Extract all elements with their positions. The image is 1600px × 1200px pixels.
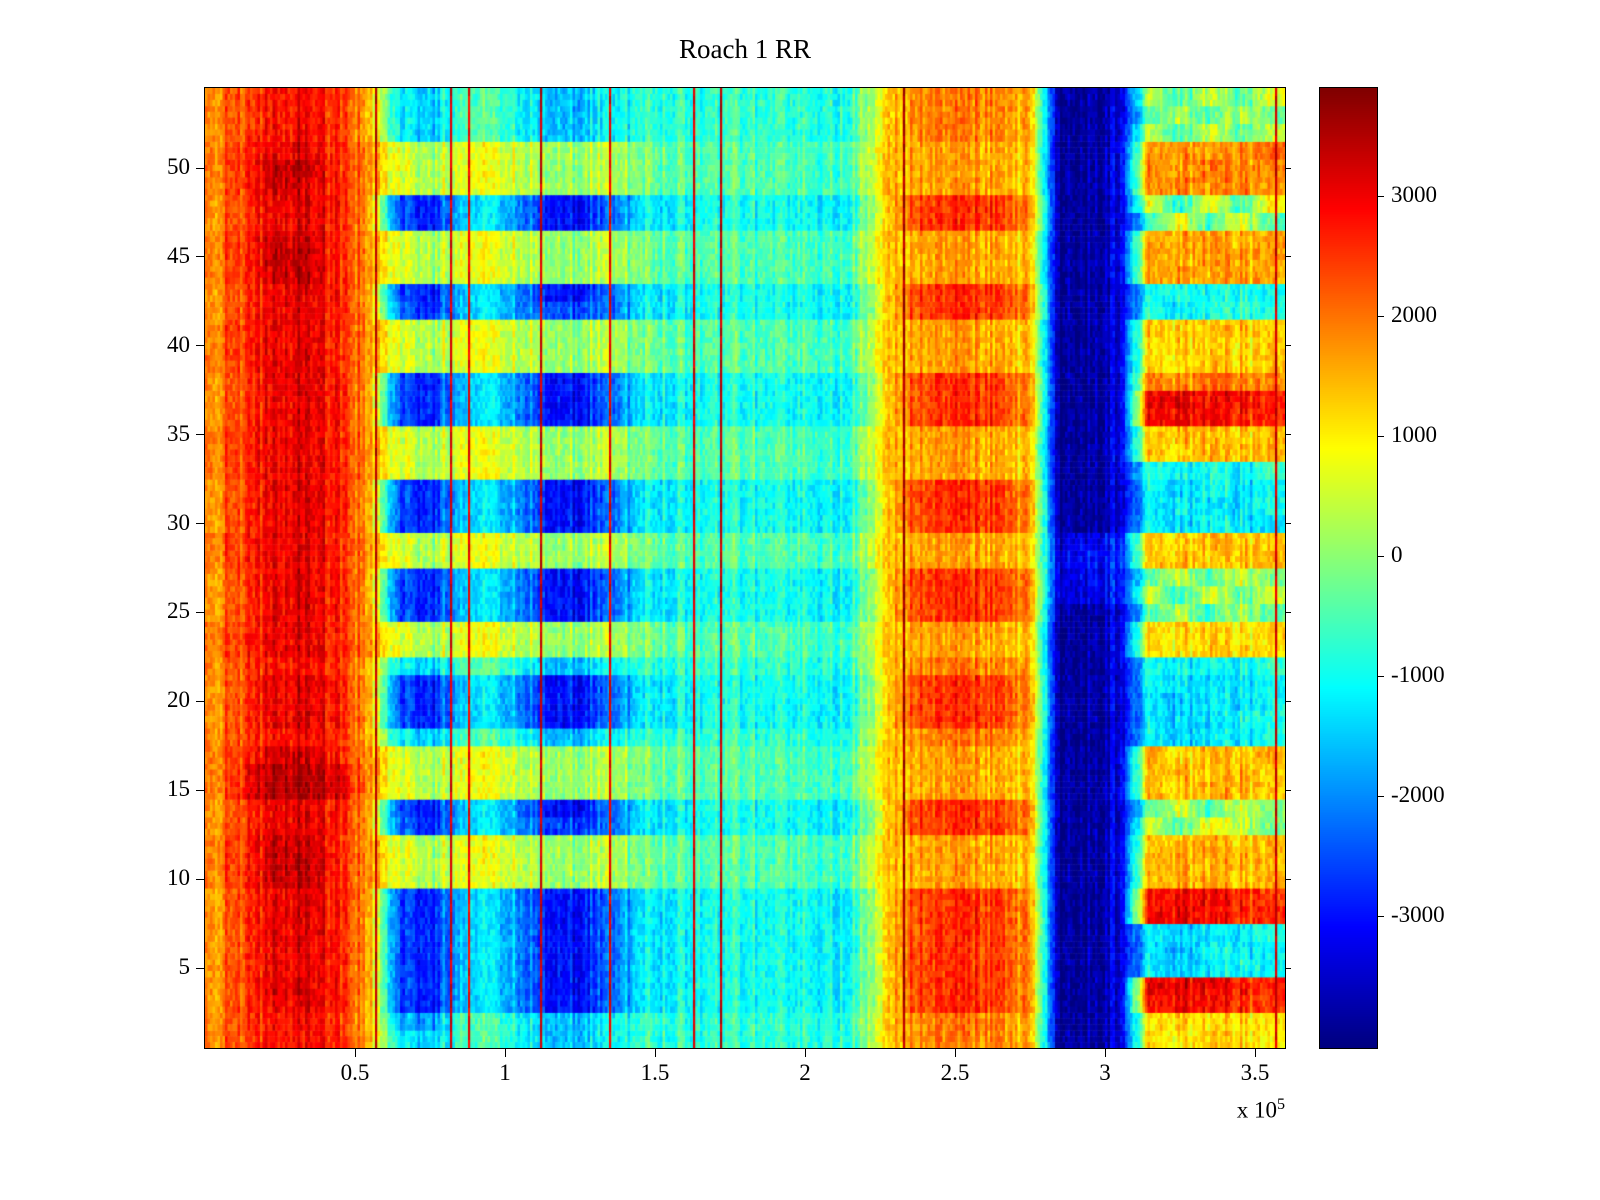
x-tick-mark xyxy=(354,1048,356,1057)
y-tick-mark xyxy=(196,256,205,258)
y-tick-label: 25 xyxy=(167,598,190,624)
colorbar-tick-mark xyxy=(1377,795,1384,797)
x-tick-mark xyxy=(504,1048,506,1057)
y-tick-mark xyxy=(196,345,205,347)
colorbar-canvas xyxy=(1320,88,1377,1048)
colorbar-tick-label: 3000 xyxy=(1391,182,1437,207)
y-tick-label: 10 xyxy=(167,865,190,891)
y-tick-label: 40 xyxy=(167,331,190,357)
colorbar-tick-mark xyxy=(1377,435,1384,437)
y-tick-label: 45 xyxy=(167,242,190,268)
y-tick-mark-right xyxy=(1285,967,1291,969)
y-tick-label: 50 xyxy=(167,154,190,179)
x-exponent-value: 5 xyxy=(1276,1096,1285,1113)
y-tick-mark xyxy=(196,967,205,969)
y-tick-mark-right xyxy=(1285,700,1291,702)
x-tick-label: 2 xyxy=(799,1060,811,1085)
y-tick-mark xyxy=(196,167,205,169)
x-tick-mark xyxy=(804,1048,806,1057)
y-tick-mark-right xyxy=(1285,434,1291,436)
chart-title: Roach 1 RR xyxy=(679,34,811,64)
colorbar-tick-label: 2000 xyxy=(1391,302,1437,327)
colorbar-tick-mark xyxy=(1377,675,1384,677)
colorbar-tick-label: -3000 xyxy=(1391,902,1445,927)
colorbar-tick-label: 1000 xyxy=(1391,422,1437,447)
x-tick-mark xyxy=(1104,1048,1106,1057)
y-tick-mark-right xyxy=(1285,345,1291,347)
x-tick-label: 3.5 xyxy=(1240,1060,1270,1085)
y-tick-mark-right xyxy=(1285,789,1291,791)
x-exponent-prefix: x 10 xyxy=(1236,1097,1277,1123)
y-tick-label: 15 xyxy=(167,776,190,802)
colorbar-tick-label: -2000 xyxy=(1391,782,1445,807)
y-tick-mark-right xyxy=(1285,256,1291,258)
x-tick-label: 1 xyxy=(499,1060,511,1085)
y-tick-label: 20 xyxy=(167,687,190,713)
y-tick-mark xyxy=(196,434,205,436)
y-tick-mark xyxy=(196,789,205,791)
colorbar-tick-mark xyxy=(1377,915,1384,917)
y-tick-mark xyxy=(196,878,205,880)
y-tick-label: 5 xyxy=(178,954,191,979)
heatmap-canvas xyxy=(205,88,1285,1048)
y-tick-mark-right xyxy=(1285,878,1291,880)
x-tick-label: 3 xyxy=(1099,1060,1111,1085)
y-tick-mark xyxy=(196,611,205,613)
x-tick-label: 0.5 xyxy=(340,1060,370,1085)
colorbar-tick-label: 0 xyxy=(1391,542,1403,567)
y-tick-mark xyxy=(196,523,205,525)
y-tick-mark-right xyxy=(1285,167,1291,169)
x-tick-mark xyxy=(954,1048,956,1057)
colorbar-tick-label: -1000 xyxy=(1391,662,1445,687)
x-tick-label: 1.5 xyxy=(640,1060,670,1085)
colorbar-tick-mark xyxy=(1377,195,1384,197)
colorbar-tick-mark xyxy=(1377,555,1384,557)
x-tick-mark xyxy=(654,1048,656,1057)
y-tick-label: 30 xyxy=(167,509,190,535)
x-tick-label: 2.5 xyxy=(940,1060,970,1085)
y-tick-mark-right xyxy=(1285,523,1291,525)
colorbar-tick-mark xyxy=(1377,315,1384,317)
y-tick-label: 35 xyxy=(167,420,190,446)
y-tick-mark-right xyxy=(1285,611,1291,613)
y-tick-mark xyxy=(196,700,205,702)
x-tick-mark xyxy=(1254,1048,1256,1057)
x-axis-exponent-label: x 105 xyxy=(1150,1096,1285,1124)
